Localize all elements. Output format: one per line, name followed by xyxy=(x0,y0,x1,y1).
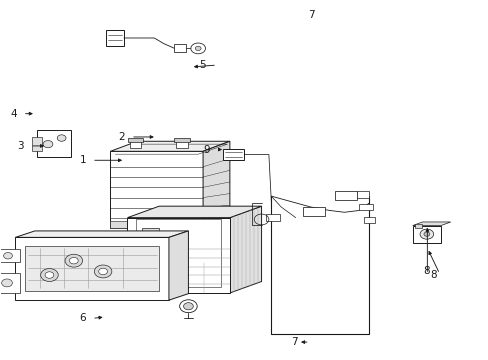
Text: 6: 6 xyxy=(79,313,86,323)
Text: 1: 1 xyxy=(79,155,86,165)
Circle shape xyxy=(419,229,433,239)
Polygon shape xyxy=(356,192,368,198)
Text: 8: 8 xyxy=(429,270,435,280)
Polygon shape xyxy=(110,151,203,228)
Polygon shape xyxy=(127,138,143,142)
Text: 3: 3 xyxy=(18,141,24,151)
Circle shape xyxy=(65,254,82,267)
Polygon shape xyxy=(15,231,188,237)
Polygon shape xyxy=(110,221,203,228)
Polygon shape xyxy=(173,44,185,52)
Circle shape xyxy=(190,43,205,54)
Polygon shape xyxy=(37,130,71,157)
Polygon shape xyxy=(168,231,188,300)
Text: 7: 7 xyxy=(308,10,314,20)
Polygon shape xyxy=(266,214,280,221)
Polygon shape xyxy=(25,246,159,291)
Circle shape xyxy=(195,46,201,50)
Polygon shape xyxy=(412,226,440,243)
Polygon shape xyxy=(358,204,372,211)
Text: 8: 8 xyxy=(422,266,429,276)
Circle shape xyxy=(45,272,54,278)
Circle shape xyxy=(69,257,78,264)
Text: 7: 7 xyxy=(291,337,298,347)
Circle shape xyxy=(41,269,58,282)
Text: 9: 9 xyxy=(203,144,210,154)
Circle shape xyxy=(94,265,112,278)
Polygon shape xyxy=(412,222,450,226)
Circle shape xyxy=(3,252,12,259)
Polygon shape xyxy=(110,141,229,151)
Text: 2: 2 xyxy=(118,132,125,142)
Polygon shape xyxy=(32,137,42,151)
Polygon shape xyxy=(142,228,159,237)
Text: 5: 5 xyxy=(199,60,205,70)
Polygon shape xyxy=(127,218,229,293)
Circle shape xyxy=(1,279,12,287)
Polygon shape xyxy=(303,207,325,216)
Polygon shape xyxy=(105,31,124,45)
Polygon shape xyxy=(203,141,229,228)
Polygon shape xyxy=(174,138,189,142)
Polygon shape xyxy=(129,140,141,148)
Polygon shape xyxy=(15,237,168,300)
Circle shape xyxy=(43,140,53,148)
Polygon shape xyxy=(0,249,20,262)
Polygon shape xyxy=(414,224,422,228)
Polygon shape xyxy=(0,273,20,293)
Polygon shape xyxy=(229,206,261,293)
Polygon shape xyxy=(334,191,356,200)
Circle shape xyxy=(99,268,107,275)
Polygon shape xyxy=(176,140,187,148)
Polygon shape xyxy=(363,217,374,223)
Text: 4: 4 xyxy=(10,109,17,119)
Circle shape xyxy=(423,232,429,236)
Circle shape xyxy=(57,135,66,141)
Polygon shape xyxy=(127,206,261,218)
Circle shape xyxy=(179,300,197,313)
Circle shape xyxy=(183,303,193,310)
Polygon shape xyxy=(222,149,244,160)
